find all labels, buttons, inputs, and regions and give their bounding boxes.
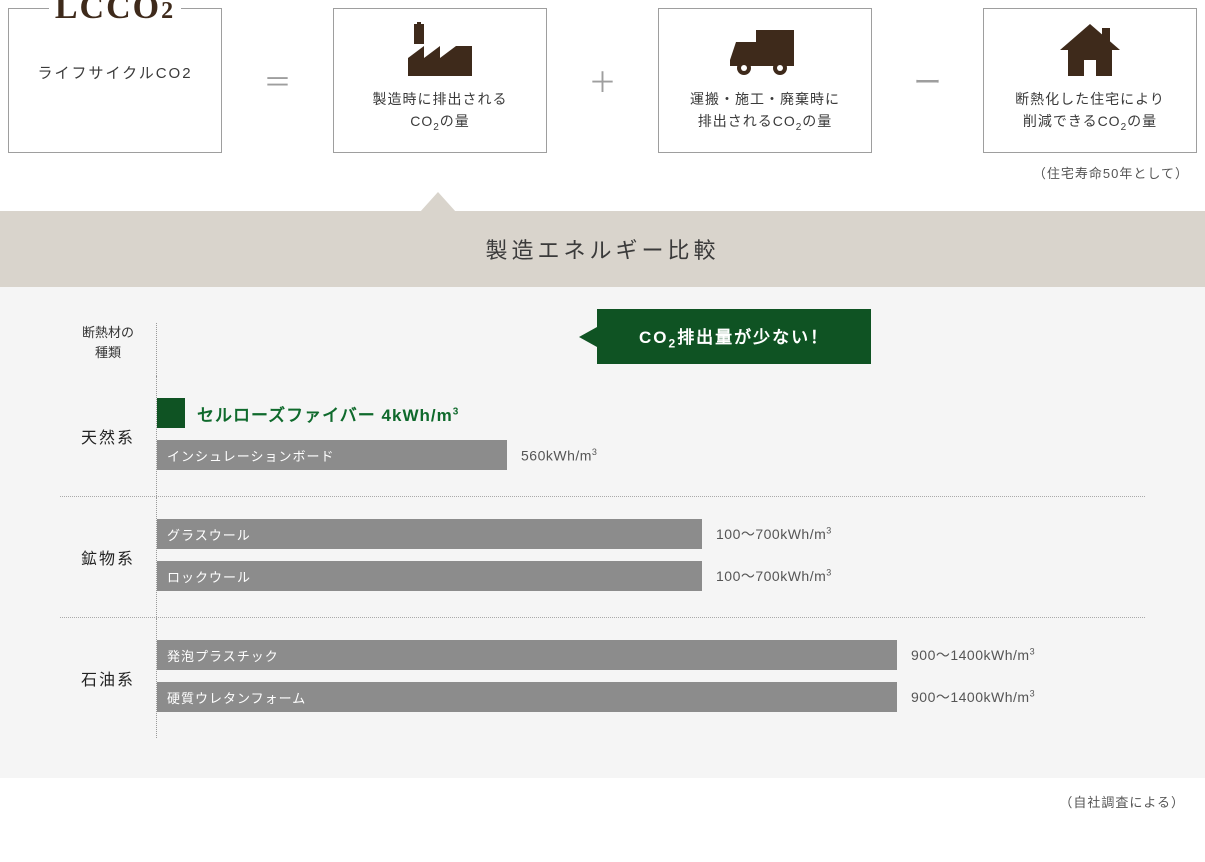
infographic-root: LCCO2 ライフサイクルCO2 ＝ 製造時に排出されるCO2の量 ＋ 運搬・施… [0, 0, 1205, 819]
bar-row: ロックウール 100〜700kWh/m3 [157, 559, 1145, 593]
bar-row: 硬質ウレタンフォーム 900〜1400kWh/m3 [157, 680, 1145, 714]
bar: 発泡プラスチック [157, 640, 897, 670]
pointer-triangle [420, 192, 456, 212]
manufacturing-co2-box: 製造時に排出されるCO2の量 [333, 8, 547, 153]
bar-row: グラスウール 100〜700kWh/m3 [157, 517, 1145, 551]
axis-title: 断熱材の種類 [60, 323, 156, 362]
group-label: 石油系 [81, 618, 135, 738]
bar-row: インシュレーションボード 560kWh/m3 [157, 438, 1145, 472]
truck-icon [730, 20, 800, 76]
bar-row: 発泡プラスチック 900〜1400kWh/m3 [157, 638, 1145, 672]
bar: インシュレーションボード [157, 440, 507, 470]
house-icon [1060, 20, 1120, 76]
material-group: 天然系 セルローズファイバー 4kWh/m3 インシュレーションボード 560kWh/… [60, 376, 1145, 497]
lcco2-heading: LCCO2 [49, 0, 181, 27]
insulation-saving-caption: 断熱化した住宅により削減できるCO2の量 [1015, 88, 1165, 136]
low-co2-callout: CO2排出量が少ない！ [597, 309, 871, 364]
bar: ロックウール [157, 561, 702, 591]
bar-value-label: 900〜1400kWh/m3 [911, 687, 1035, 707]
group-label: 天然系 [81, 376, 135, 496]
source-note: （自社調査による） [0, 778, 1205, 819]
energy-comparison-chart: 断熱材の種類 CO2排出量が少ない！ 天然系 セルローズファイバー 4kWh/m3… [0, 287, 1205, 778]
bar-value-label: 100〜700kWh/m3 [716, 524, 832, 544]
transport-co2-caption: 運搬・施工・廃棄時に排出されるCO2の量 [690, 88, 840, 136]
bar-value-label: 560kWh/m3 [521, 447, 597, 464]
plus-operator: ＋ [583, 8, 623, 153]
material-group: 鉱物系グラスウール 100〜700kWh/m3 ロックウール 100〜700kWh/m… [60, 497, 1145, 618]
lcco2-definition-box: LCCO2 ライフサイクルCO2 [8, 8, 222, 153]
lcco2-subtitle: ライフサイクルCO2 [37, 62, 192, 83]
bar: グラスウール [157, 519, 702, 549]
bar-row: セルローズファイバー 4kWh/m3 [157, 396, 1145, 430]
bar-highlight [157, 398, 185, 428]
lifespan-footnote: （住宅寿命50年として） [0, 153, 1205, 182]
material-group: 石油系発泡プラスチック 900〜1400kWh/m3 硬質ウレタンフォーム 900〜1… [60, 618, 1145, 738]
bar: 硬質ウレタンフォーム [157, 682, 897, 712]
equals-operator: ＝ [258, 8, 298, 153]
factory-icon [408, 20, 472, 76]
manufacturing-co2-caption: 製造時に排出されるCO2の量 [373, 88, 508, 136]
lcco2-equation-row: LCCO2 ライフサイクルCO2 ＝ 製造時に排出されるCO2の量 ＋ 運搬・施… [0, 0, 1205, 153]
bar-value-label: セルローズファイバー 4kWh/m3 [197, 401, 459, 426]
group-label: 鉱物系 [81, 497, 135, 617]
bar-value-label: 900〜1400kWh/m3 [911, 645, 1035, 665]
transport-co2-box: 運搬・施工・廃棄時に排出されるCO2の量 [658, 8, 872, 153]
bar-value-label: 100〜700kWh/m3 [716, 566, 832, 586]
insulation-saving-box: 断熱化した住宅により削減できるCO2の量 [983, 8, 1197, 153]
comparison-banner: 製造エネルギー比較 [0, 211, 1205, 287]
minus-operator: ー [908, 8, 948, 153]
